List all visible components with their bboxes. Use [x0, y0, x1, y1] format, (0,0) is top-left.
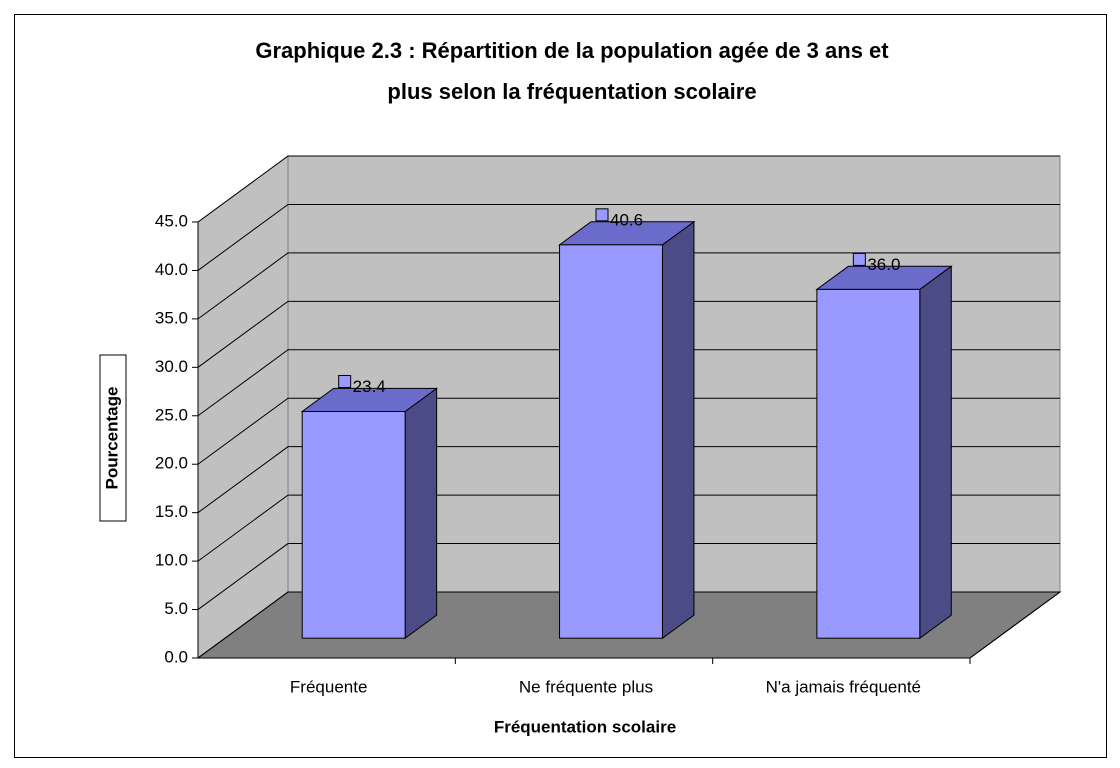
bar — [816, 288, 921, 639]
chart-title: plus selon la fréquentation scolaire — [387, 79, 756, 104]
value-label: 23.4 — [353, 377, 386, 396]
y-tick-label: 25.0 — [155, 405, 188, 424]
bar-side — [404, 387, 438, 640]
grid-line — [197, 591, 1060, 659]
grid-line — [197, 203, 1060, 271]
value-label-marker — [852, 252, 866, 266]
grid-line — [197, 397, 1060, 465]
bar — [301, 410, 406, 639]
y-tick-label: 5.0 — [164, 599, 188, 618]
bar-side — [661, 220, 695, 640]
grid-line — [197, 300, 1060, 368]
x-tick-label: N'a jamais fréquenté — [766, 677, 921, 696]
y-tick-label: 35.0 — [155, 308, 188, 327]
x-tick-label: Ne fréquente plus — [519, 677, 653, 696]
grid-line — [197, 155, 1060, 223]
grid-line — [197, 349, 1060, 417]
side-wall — [197, 155, 289, 659]
y-axis-title: Pourcentage — [102, 387, 121, 490]
y-tick-label: 15.0 — [155, 502, 188, 521]
y-tick-label: 20.0 — [155, 454, 188, 473]
grid-line — [197, 543, 1060, 610]
y-tick-label: 45.0 — [155, 211, 188, 230]
value-label-marker — [338, 374, 352, 388]
grid-line — [197, 446, 1060, 514]
value-label: 36.0 — [867, 255, 900, 274]
x-axis-title: Fréquentation scolaire — [494, 717, 676, 736]
floor-edge — [969, 591, 1061, 659]
plot-area: 0.0 5.0 10.0 15.0 20.0 25.0 30.0 35.0 40.0 45.0 Fr… — [155, 155, 1062, 696]
chart-title: Graphique 2.3 : Répartition de la popula… — [255, 38, 889, 63]
y-tick-label: 0.0 — [164, 647, 188, 666]
x-tick-label: Fréquente — [290, 677, 368, 696]
y-tick-label: 30.0 — [155, 357, 188, 376]
y-tick-label: 40.0 — [155, 260, 188, 279]
grid-line — [197, 494, 1060, 562]
bar — [559, 244, 663, 639]
y-axis-title-box — [99, 354, 127, 522]
y-tick-label: 10.0 — [155, 551, 188, 570]
value-label: 40.6 — [610, 210, 643, 229]
value-label-marker — [595, 208, 609, 222]
grid-line — [197, 252, 1060, 320]
bar-side — [919, 265, 952, 640]
